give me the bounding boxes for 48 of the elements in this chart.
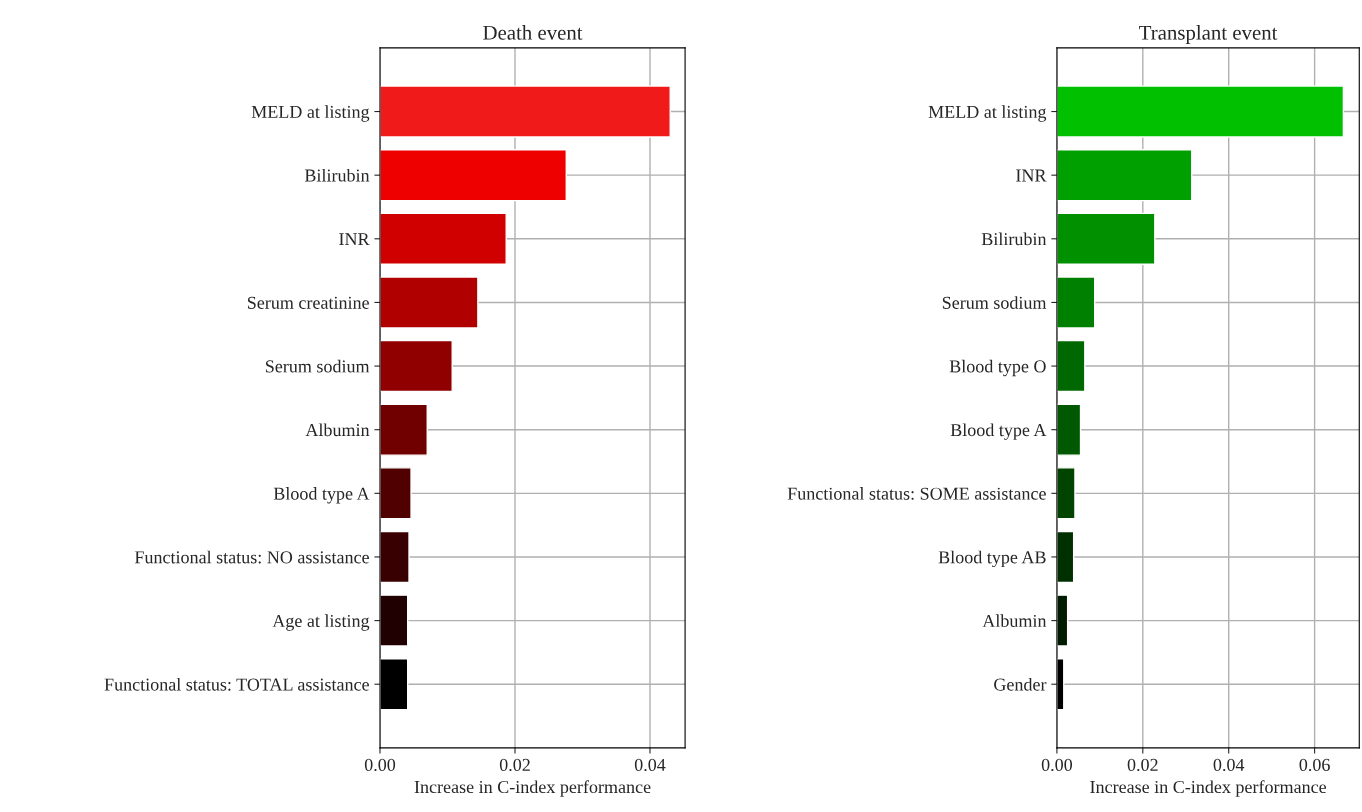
bar [380, 530, 410, 584]
x-tick-label: 0.00 [1041, 758, 1073, 772]
x-tick-label: 0.04 [634, 758, 666, 772]
y-tick-label: Albumin [305, 423, 370, 437]
bar [380, 594, 409, 647]
chart-title: Transplant event [1139, 25, 1278, 45]
x-tick-label: 0.06 [1299, 758, 1330, 772]
bar [1056, 212, 1156, 265]
y-tick-label: INR [1016, 169, 1047, 182]
bar [380, 85, 671, 138]
y-tick-label: Serum sodium [265, 359, 370, 373]
x-tick-label: 0.02 [499, 758, 530, 772]
bar [1056, 530, 1075, 584]
y-tick-label: Blood type AB [938, 550, 1046, 568]
y-tick-label: Bilirubin [981, 232, 1047, 246]
y-tick-label: Blood type A [273, 487, 370, 504]
y-tick-label: Blood type O [949, 359, 1046, 377]
bar [1056, 467, 1076, 520]
chart-title: Death event [483, 25, 583, 40]
bar [1056, 403, 1082, 456]
y-tick-label: Serum sodium [942, 296, 1047, 309]
x-tick-label: 0.00 [364, 758, 396, 772]
bar [1056, 339, 1086, 393]
y-tick-label: MELD at listing [251, 105, 370, 122]
bar [380, 276, 479, 329]
bar [380, 212, 507, 265]
bar [1056, 276, 1096, 329]
y-tick-label: Functional status: TOTAL assistance [104, 677, 369, 691]
x-axis-title: Increase in C-index performance [1090, 780, 1327, 797]
bar [380, 149, 567, 202]
y-tick-label: Age at listing [272, 614, 370, 631]
y-tick-label: Albumin [982, 614, 1047, 628]
y-tick-label: Functional status: NO assistance [134, 550, 369, 564]
y-tick-label: MELD at listing [928, 105, 1047, 122]
y-tick-label: Blood type A [950, 423, 1047, 440]
y-tick-label: INR [339, 233, 370, 246]
bar [380, 339, 453, 393]
y-tick-label: Gender [994, 677, 1047, 691]
x-tick-label: 0.04 [1213, 758, 1245, 772]
bar [380, 403, 428, 456]
x-tick-label: 0.02 [1127, 758, 1158, 772]
bar [1056, 85, 1345, 138]
bar [380, 467, 412, 520]
y-tick-label: Serum creatinine [247, 296, 369, 309]
y-tick-label: Bilirubin [304, 168, 370, 182]
bar [1056, 149, 1193, 202]
x-axis-title: Increase in C-index performance [414, 780, 651, 797]
y-tick-label: Functional status: SOME assistance [787, 487, 1046, 500]
